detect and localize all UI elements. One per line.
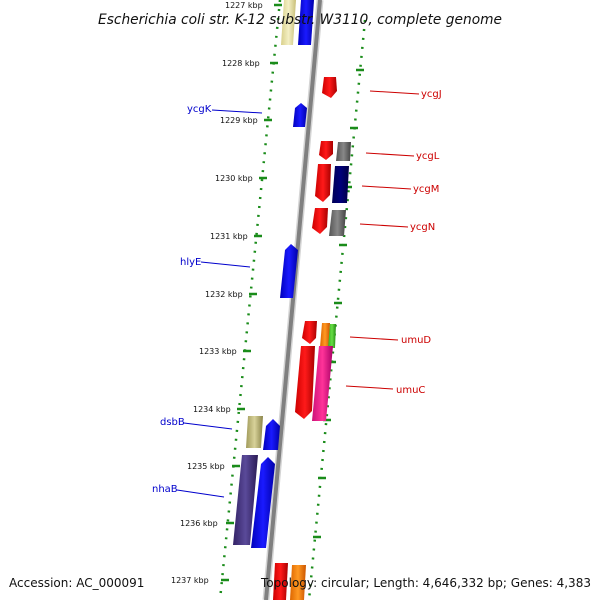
gene-label-umuC[interactable]: umuC [345,385,425,396]
scale-label: 1228 kbp [222,59,260,68]
gene-label-umuD[interactable]: umuD [349,335,431,346]
gene-label-dsbB[interactable]: dsbB [160,417,233,430]
svg-text:dsbB: dsbB [160,417,185,428]
ycgL-neighbor[interactable] [336,142,351,161]
svg-text:umuC: umuC [396,385,425,396]
svg-text:ycgN: ycgN [410,222,435,233]
left-dotted-boundary [218,0,282,600]
gene-label-ycgM[interactable]: ycgM [361,184,439,195]
scale-label: 1229 kbp [220,116,258,125]
genome-summary-text: Topology: circular; Length: 4,646,332 bp… [260,576,591,590]
svg-text:nhaB: nhaB [152,484,178,495]
gene-label-nhaB[interactable]: nhaB [152,484,225,498]
gene-feature[interactable] [290,565,306,600]
svg-text:ycgJ: ycgJ [421,89,442,100]
scale-label: 1230 kbp [215,174,253,183]
gene-label-ycgK[interactable]: ycgK [187,104,263,115]
ycgJ-gene[interactable] [322,77,337,98]
svg-text:ycgK: ycgK [187,104,212,115]
svg-text:ycgL: ycgL [416,151,440,162]
umuD-gene[interactable] [302,321,317,344]
gene-label-hlyE[interactable]: hlyE [180,257,251,268]
scale-label: 1236 kbp [180,519,218,528]
umuD-orange-feature[interactable] [320,323,330,347]
gene-feature[interactable] [273,563,288,600]
genome-backbone-core [264,0,322,600]
nhaB-gene[interactable] [233,455,258,545]
scale-label: 1231 kbp [210,232,248,241]
hlyE-gene[interactable] [280,244,298,298]
accession-text: Accession: AC_000091 [9,576,144,590]
gene-label-ycgJ[interactable]: ycgJ [369,89,442,100]
nhaB-gene-arrow[interactable] [251,457,275,548]
gene-feature[interactable] [298,0,314,45]
svg-text:umuD: umuD [401,335,431,346]
scale-label: 1227 kbp [225,1,263,10]
ycgK-gene[interactable] [293,103,307,127]
scale-label: 1233 kbp [199,347,237,356]
gene-feature[interactable] [281,0,296,45]
scale-label: 1232 kbp [205,290,243,299]
dsbB-gene-arrow[interactable] [263,419,280,450]
ycgN-gene[interactable] [312,208,328,234]
ycgL-gene[interactable] [319,141,333,160]
ycgM-gene[interactable] [315,164,331,202]
scale-label: 1237 kbp [171,576,209,585]
ycgM-neighbor[interactable] [332,166,349,203]
ycgN-neighbor[interactable] [329,210,346,236]
svg-text:hlyE: hlyE [180,257,201,268]
gene-label-ycgN[interactable]: ycgN [359,222,435,233]
umuD-green-feature[interactable] [328,324,336,348]
scale-label: 1234 kbp [193,405,231,414]
right-dotted-boundary [307,19,367,600]
gene-label-ycgL[interactable]: ycgL [365,151,440,162]
dsbB-gene[interactable] [246,416,263,448]
map-title: Escherichia coli str. K-12 substr. W3110… [98,12,502,28]
svg-text:ycgM: ycgM [413,184,439,195]
scale-label: 1235 kbp [187,462,225,471]
umuC-pink-feature[interactable] [312,346,333,421]
umuC-gene[interactable] [295,346,315,419]
